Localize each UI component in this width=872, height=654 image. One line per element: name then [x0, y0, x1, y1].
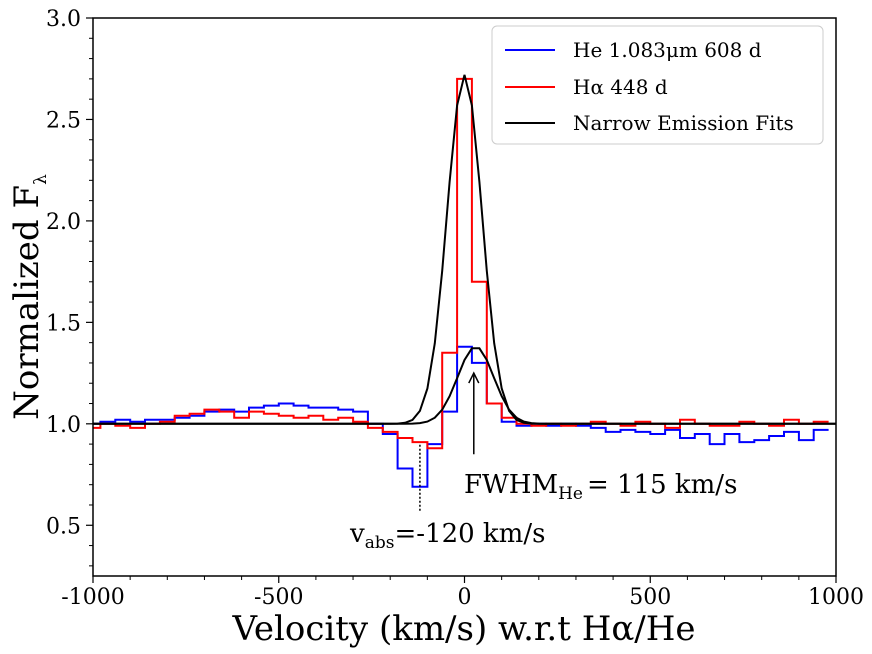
y-axis-label: Normalized Fλ	[7, 174, 51, 420]
legend-box	[491, 25, 824, 145]
fwhm-arrowhead	[468, 371, 480, 384]
series-line	[93, 77, 829, 450]
y-tick-label: 1.5	[46, 311, 81, 336]
x-axis-label: Velocity (km/s) w.r.t Hα/He	[231, 609, 695, 649]
x-tick-label: -1000	[61, 585, 124, 610]
x-tick-label: 0	[458, 585, 472, 610]
legend: He 1.083μm 608 d Hα 448 d Narrow Emissio…	[491, 25, 824, 145]
series-line	[93, 345, 829, 488]
x-tick-label: -500	[254, 585, 303, 610]
legend-label-halpha: Hα 448 d	[573, 75, 668, 99]
y-tick-label: 3.0	[46, 7, 81, 32]
x-tick-label: 500	[629, 585, 671, 610]
y-tick-label: 1.0	[46, 413, 81, 438]
legend-label-he: He 1.083μm 608 d	[573, 38, 762, 62]
y-tick-label: 2.5	[46, 108, 81, 133]
y-tick-label: 0.5	[46, 514, 81, 539]
legend-label-fits: Narrow Emission Fits	[573, 111, 794, 135]
vabs-annotation: vabs=-120 km/s	[349, 519, 545, 553]
y-tick-label: 2.0	[46, 210, 81, 235]
fit-curve	[93, 347, 836, 425]
x-tick-label: 1000	[808, 585, 864, 610]
fwhm-annotation: FWHMHe = 115 km/s	[464, 470, 737, 504]
